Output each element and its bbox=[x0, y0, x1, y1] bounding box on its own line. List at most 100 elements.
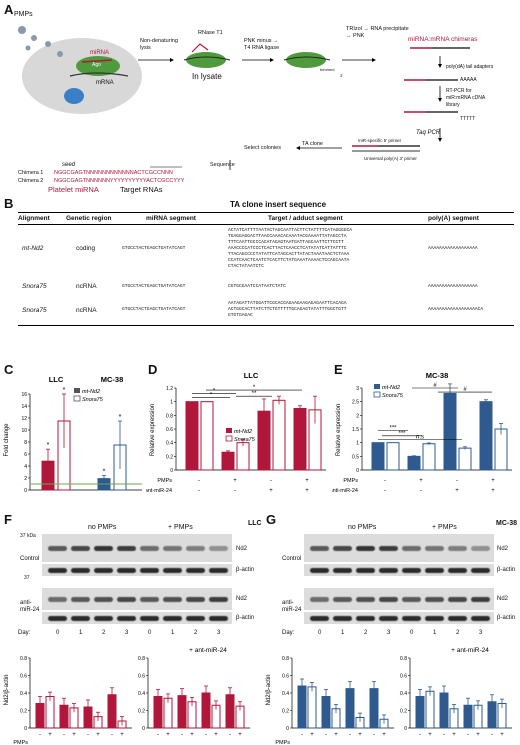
chart-title: MC-38 bbox=[426, 371, 449, 380]
panel-label-a: A bbox=[4, 2, 14, 17]
day-label: 1 bbox=[79, 630, 83, 636]
pmps-sign: + bbox=[305, 478, 309, 484]
chart-f-quant: 0 0.2 0.4 0.6 0.8 - + - + - + - +0 0.2 0.4 0.6 0.8 - + - + - +… bbox=[4, 647, 250, 745]
y-tick-label: 10 bbox=[21, 428, 27, 434]
blot-band bbox=[186, 596, 205, 602]
y-tick-label: 3 bbox=[356, 386, 359, 392]
chimera1-label: Chimera 1 bbox=[18, 170, 44, 176]
col-polya: poly(A) segment bbox=[428, 215, 479, 222]
sig-mark: # bbox=[433, 383, 437, 389]
blot-g-actin-anti bbox=[304, 612, 494, 624]
pmps-sign: + bbox=[491, 478, 495, 484]
anti-sign: - bbox=[198, 488, 200, 494]
day-label: 0 bbox=[56, 630, 60, 636]
y-tick-label: 1.5 bbox=[352, 427, 359, 433]
y-tick-label: 0 bbox=[142, 726, 145, 732]
pmp-dot bbox=[31, 35, 37, 41]
quant-bar-plus bbox=[307, 686, 317, 729]
platelet-mirna-label: Platelet miRNA bbox=[48, 185, 99, 194]
blot-f-actin-label: β-actin bbox=[236, 567, 255, 573]
day-label: 3 bbox=[479, 630, 483, 636]
pmps-sign: - bbox=[270, 478, 272, 484]
y-tick-label: 0 bbox=[356, 468, 359, 474]
pmps-sign: + bbox=[214, 732, 218, 738]
mrna-label: mRNA bbox=[96, 80, 114, 86]
y-tick-label: 0 bbox=[170, 468, 173, 474]
cell-polya: AAAAAAAAAAAAAAAAAA bbox=[428, 246, 478, 251]
chimeras-label: miRNA:mRNA chimeras bbox=[408, 36, 478, 43]
bar-snora75 bbox=[200, 401, 214, 471]
legend-swatch bbox=[73, 395, 81, 402]
pmps-sign: - bbox=[198, 478, 200, 484]
blot-g-actin-control bbox=[304, 564, 494, 576]
chimera2-label: Chimera 2 bbox=[18, 178, 44, 184]
cell-polya: AAAAAAAAAAAAAAAAAA bbox=[428, 284, 478, 289]
chart-c: 0 2 4 6 8 10 12 14 16 Fold change LLC MC-38 * * * * mt-N… bbox=[4, 375, 142, 494]
day-label: 2 bbox=[456, 630, 460, 636]
blot-band bbox=[356, 596, 375, 602]
sig-star: * bbox=[103, 469, 106, 476]
y-tick-label: 14 bbox=[21, 404, 27, 410]
blot-band bbox=[186, 615, 205, 621]
panel-label-b: B bbox=[4, 196, 14, 211]
y-tick-label: 0.2 bbox=[20, 709, 27, 715]
blot-band bbox=[356, 615, 375, 621]
legend-label: mt-Nd2 bbox=[234, 429, 252, 435]
bar-snora75 bbox=[494, 428, 508, 471]
kda-37: 37 kDa bbox=[20, 533, 36, 539]
y-tick-label: 2 bbox=[356, 413, 359, 419]
sig-mark: * bbox=[213, 388, 216, 394]
pmps-sign: - bbox=[87, 732, 89, 738]
pmps-label: PMPs bbox=[14, 11, 33, 18]
blot-band bbox=[209, 545, 228, 551]
y-tick-label: 6 bbox=[24, 452, 27, 458]
mirna-label: miRNA bbox=[90, 50, 109, 56]
y-tick-label: 0 bbox=[404, 726, 407, 732]
blot-band bbox=[310, 615, 329, 621]
taq-label: Taq PCR bbox=[416, 130, 441, 136]
blot-band bbox=[163, 567, 182, 573]
pmps-sign: + bbox=[358, 732, 362, 738]
blot-band bbox=[209, 596, 228, 602]
blot-band bbox=[117, 596, 136, 602]
blot-band bbox=[333, 545, 352, 551]
pmps-sign: - bbox=[443, 732, 445, 738]
anti-sign: + bbox=[269, 488, 273, 494]
chimera1-seq: NGGCGAGTNNNNNNNNNNNNACTCGCCNNN bbox=[54, 170, 173, 176]
ago-label: Ago bbox=[92, 62, 101, 68]
y-tick-label: 2 bbox=[24, 476, 27, 482]
bar-mt-nd2 bbox=[407, 455, 421, 471]
category-label: MC-38 bbox=[101, 375, 124, 384]
table-row: mt-Nd2 coding GTGCCTACTGAGCTGATATCAGT AC… bbox=[18, 225, 514, 277]
blot-band bbox=[71, 615, 90, 621]
y-tick-label: 4 bbox=[24, 464, 27, 470]
pmps-sign: + bbox=[500, 732, 504, 738]
pmps-sign: + bbox=[238, 732, 242, 738]
blot-band bbox=[163, 545, 182, 551]
chart-title: LLC bbox=[244, 371, 259, 380]
panel-label-f: F bbox=[4, 512, 12, 527]
pmps-sign: + bbox=[419, 478, 423, 484]
blot-band bbox=[471, 615, 490, 621]
day-label: 3 bbox=[387, 630, 391, 636]
y-axis-label: Relative expression bbox=[150, 404, 156, 456]
bar-mt-nd2 bbox=[293, 408, 307, 471]
pmps-sign: - bbox=[419, 732, 421, 738]
cell-alignment: Snora75 bbox=[22, 283, 47, 290]
blot-band bbox=[448, 596, 467, 602]
panel-label-d: D bbox=[148, 362, 158, 377]
blot-band bbox=[48, 615, 67, 621]
seed-label: seed bbox=[62, 162, 76, 168]
y-tick-label: 0.8 bbox=[166, 413, 173, 419]
step-pnk: PNK minus → T4 RNA ligase bbox=[244, 38, 280, 51]
chart-d: 0 0.2 0.4 0.6 0.8 1 1.2 Relative expression LLC -… bbox=[146, 371, 326, 494]
y-tick-label: 0.2 bbox=[400, 709, 407, 715]
y-tick-label: 12 bbox=[21, 416, 27, 422]
pmps-sign: + bbox=[72, 732, 76, 738]
pmps-sign: - bbox=[63, 732, 65, 738]
cell-mirna: GTGCCTACTGAGCTGATATCAGT bbox=[122, 246, 186, 251]
legend-label: mt-Nd2 bbox=[382, 385, 400, 391]
blot-f-day: Day: bbox=[18, 630, 31, 636]
sig-mark: * bbox=[253, 385, 256, 391]
y-tick-label: 0 bbox=[24, 488, 27, 494]
